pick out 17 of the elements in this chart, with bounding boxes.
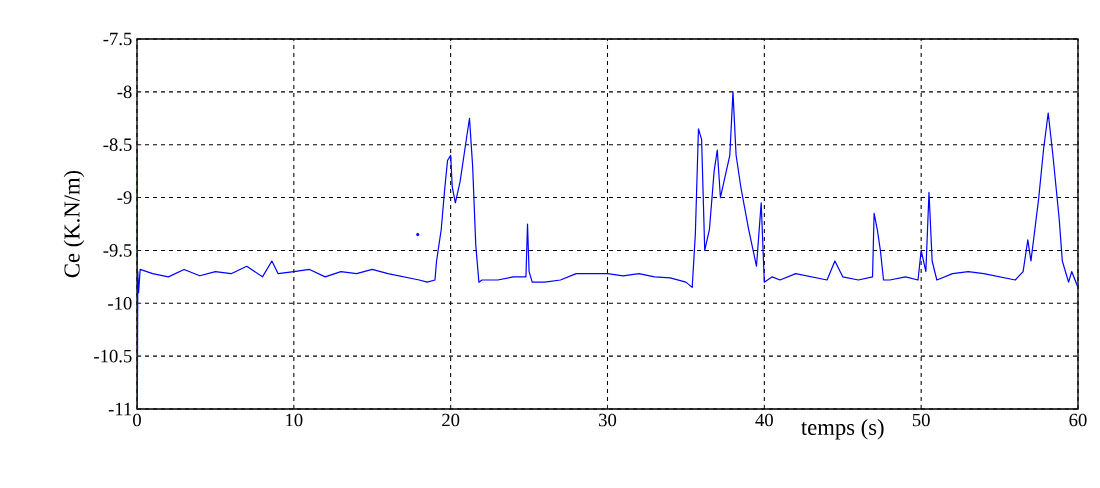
x-tick-label: 50 <box>912 413 930 427</box>
y-tick-label: -9.5 <box>103 244 132 257</box>
x-tick-label: 20 <box>442 413 460 427</box>
y-tick-label: -8 <box>117 85 132 99</box>
y-tick-label: -9 <box>117 191 132 204</box>
y-tick-label: -11 <box>108 402 132 416</box>
y-tick-label: -8.5 <box>103 138 132 152</box>
y-tick-label: -10 <box>108 296 132 310</box>
x-tick-label: 30 <box>599 413 617 427</box>
y-tick-label: -7.5 <box>103 32 132 46</box>
x-tick-label: 60 <box>1069 413 1087 427</box>
x-tick-label: 10 <box>286 413 303 427</box>
y-axis-title: Ce (K.N/m) <box>63 170 85 278</box>
y-tick-label: -10.5 <box>94 349 132 363</box>
x-tick-label: 0 <box>133 413 141 427</box>
x-axis-title: temps (s) <box>801 419 884 440</box>
x-tick-label: 40 <box>755 413 773 427</box>
